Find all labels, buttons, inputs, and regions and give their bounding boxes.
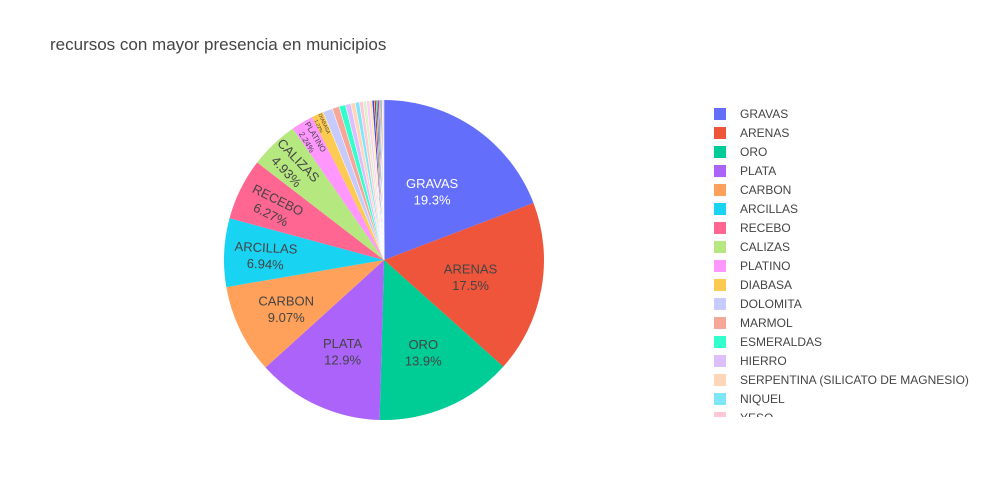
pie-slice-carbon[interactable] <box>226 260 384 368</box>
legend-item-hierro[interactable]: HIERRO <box>705 351 1000 370</box>
legend-item-diabasa[interactable]: DIABASA <box>705 275 1000 294</box>
legend-swatch <box>714 316 726 329</box>
legend-label: DOLOMITA <box>740 296 802 311</box>
legend-label: CALIZAS <box>740 239 791 254</box>
chart-title: recursos con mayor presencia en municipi… <box>50 35 387 54</box>
legend-label: ESMERALDAS <box>740 334 823 349</box>
legend-label: PLATINO <box>740 258 791 273</box>
legend-label: CARBON <box>740 182 792 197</box>
legend-item-oro[interactable]: ORO <box>705 142 1000 161</box>
legend-swatch <box>714 145 726 158</box>
legend-swatch <box>714 221 726 234</box>
slice-label-name: ORO <box>408 337 438 352</box>
legend-swatch <box>714 126 726 139</box>
slice-label-percent: 6.94% <box>247 256 285 273</box>
pie-slice-oro[interactable] <box>379 260 504 421</box>
slice-label-percent: 12.9% <box>324 352 361 367</box>
slice-label-carbon: CARBON 9.07% <box>258 293 314 324</box>
pie-slice-recebo[interactable] <box>229 162 384 260</box>
legend-item-niquel[interactable]: NIQUEL <box>705 389 1000 408</box>
legend[interactable]: GRAVAS ARENAS ORO PLATA CARBON ARCILLAS RECEBO… <box>705 104 1000 417</box>
slice-label-percent: 17.5% <box>452 278 489 293</box>
legend-label: RECEBO <box>740 220 791 235</box>
legend-label: NIQUEL <box>740 391 785 406</box>
legend-item-esmeraldas[interactable]: ESMERALDAS <box>705 332 1000 351</box>
pie-slice-plata[interactable] <box>265 260 384 420</box>
pie-slice-arenas[interactable] <box>384 202 544 367</box>
legend-item-platino[interactable]: PLATINO <box>705 256 1000 275</box>
legend-label: DIABASA <box>740 277 793 292</box>
slice-label-oro: ORO 13.9% <box>405 337 442 368</box>
legend-label: ARCILLAS <box>740 201 799 216</box>
legend-swatch <box>714 240 726 253</box>
pie-slice-arcillas[interactable] <box>224 218 384 288</box>
legend-item-recebo[interactable]: RECEBO <box>705 218 1000 237</box>
legend-item-marmol[interactable]: MARMOL <box>705 313 1000 332</box>
legend-swatch <box>714 354 726 367</box>
legend-item-gravas[interactable]: GRAVAS <box>705 104 1000 123</box>
slice-label-percent: 13.9% <box>405 353 442 368</box>
slice-label-name: PLATA <box>323 336 363 351</box>
legend-label: ARENAS <box>740 125 790 140</box>
legend-item-arcillas[interactable]: ARCILLAS <box>705 199 1000 218</box>
slice-label-percent: 19.3% <box>414 192 451 207</box>
pie-slice-calizas[interactable] <box>257 128 384 260</box>
legend-label: ORO <box>740 144 768 159</box>
legend-swatch <box>714 107 726 120</box>
pie-slice-platino[interactable] <box>292 117 384 260</box>
legend-swatch <box>714 202 726 215</box>
slice-label-name: ARCILLAS <box>234 239 298 257</box>
legend-swatch <box>714 297 726 310</box>
legend-item-serpentina-silicato-de-magnesio[interactable]: SERPENTINA (SILICATO DE MAGNESIO) <box>705 370 1000 389</box>
legend-item-carbon[interactable]: CARBON <box>705 180 1000 199</box>
slice-label-plata: PLATA 12.9% <box>323 336 363 367</box>
legend-label: GRAVAS <box>740 106 789 121</box>
legend-item-calizas[interactable]: CALIZAS <box>705 237 1000 256</box>
slice-label-name: ARENAS <box>444 262 498 277</box>
legend-swatch <box>714 164 726 177</box>
legend-swatch <box>714 335 726 348</box>
slice-label-arcillas: ARCILLAS6.94% <box>234 239 299 273</box>
legend-item-plata[interactable]: PLATA <box>705 161 1000 180</box>
slice-label-arenas: ARENAS 17.5% <box>444 262 498 293</box>
slice-label-name: CARBON <box>258 293 314 308</box>
legend-label: PLATA <box>740 163 777 178</box>
legend-swatch <box>714 373 726 386</box>
legend-label: HIERRO <box>740 353 787 368</box>
legend-swatch <box>714 183 726 196</box>
slice-label-percent: 9.07% <box>268 310 305 325</box>
legend-label: MARMOL <box>740 315 793 330</box>
legend-label: YESO <box>740 411 773 418</box>
slice-label-percent: 1.22% <box>312 119 324 135</box>
legend-item-yeso[interactable]: YESO <box>705 408 1000 417</box>
pie-slices <box>224 99 544 421</box>
pie-slice-diabasa[interactable] <box>311 112 384 260</box>
legend-swatch <box>714 392 726 405</box>
pie-slice-gravas[interactable] <box>384 100 534 260</box>
legend-item-arenas[interactable]: ARENAS <box>705 123 1000 142</box>
legend-item-dolomita[interactable]: DOLOMITA <box>705 294 1000 313</box>
slice-label-name: GRAVAS <box>406 176 459 191</box>
legend-label: SERPENTINA (SILICATO DE MAGNESIO) <box>740 372 969 387</box>
slice-label-gravas: GRAVAS 19.3% <box>406 176 459 207</box>
legend-swatch <box>714 259 726 272</box>
legend-swatch <box>714 411 726 417</box>
legend-swatch <box>714 278 726 291</box>
pie-slice-minor-29[interactable] <box>383 99 385 261</box>
